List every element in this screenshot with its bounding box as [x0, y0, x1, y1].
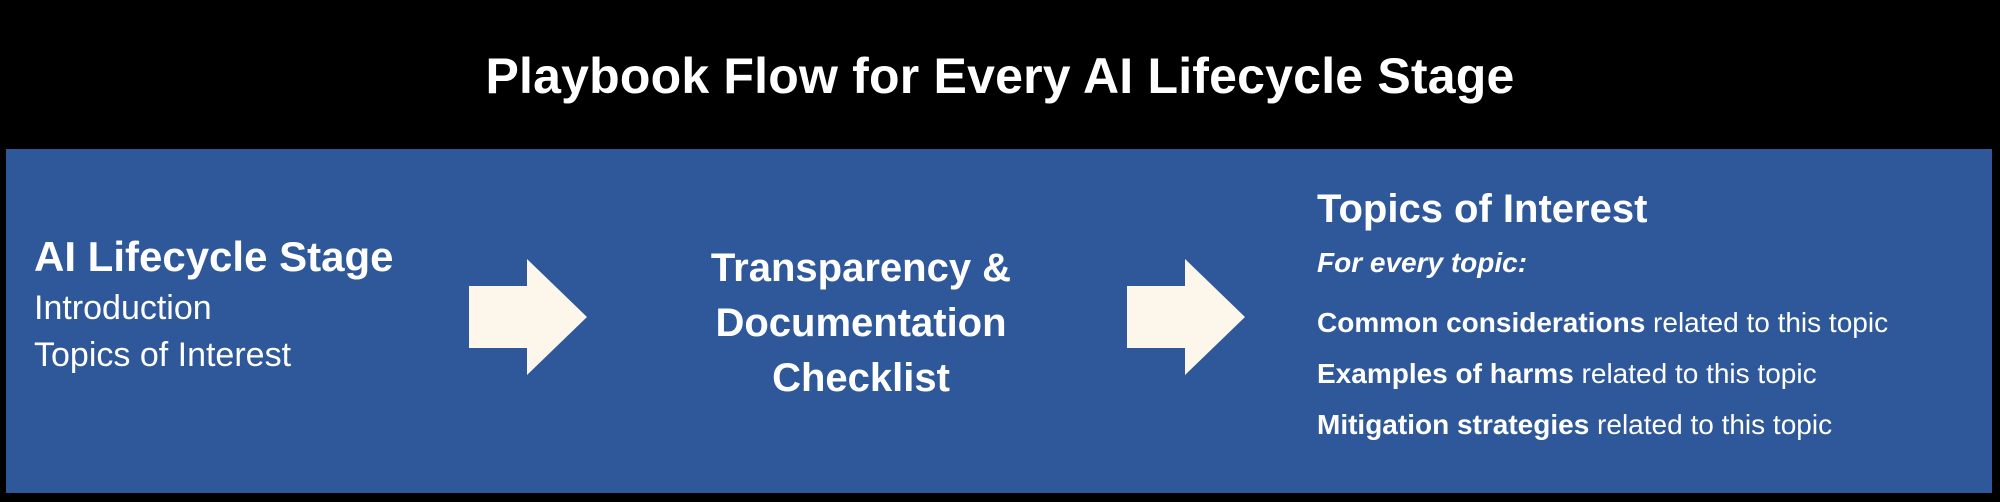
stage-item-introduction: Introduction [34, 289, 212, 327]
right-arrow-icon [1127, 259, 1245, 375]
topic-line-mitigation: Mitigation strategies related to this to… [1317, 399, 1888, 450]
lifecycle-stage-block: AI Lifecycle Stage Introduction Topics o… [34, 231, 393, 379]
topic-line-bold: Common considerations [1317, 307, 1646, 338]
page-title: Playbook Flow for Every AI Lifecycle Sta… [485, 48, 1515, 104]
topic-line-rest: related to this topic [1589, 409, 1833, 440]
stage-item-topics-of-interest: Topics of Interest [34, 336, 292, 374]
topic-line-bold: Examples of harms [1317, 358, 1574, 389]
topic-line-bold: Mitigation strategies [1317, 409, 1590, 440]
checklist-line: Transparency & [710, 246, 1012, 290]
flow-panel: AI Lifecycle Stage Introduction Topics o… [6, 149, 1992, 493]
topic-line-rest: related to this topic [1573, 358, 1817, 389]
checklist-line: Documentation [715, 301, 1007, 345]
topic-line-considerations: Common considerations related to this to… [1317, 297, 1888, 348]
right-arrow-icon [469, 259, 587, 375]
checklist-block: Transparency & Documentation Checklist [646, 241, 1076, 406]
topic-line-rest: related to this topic [1645, 307, 1889, 338]
header-bar: Playbook Flow for Every AI Lifecycle Sta… [0, 0, 2000, 148]
lifecycle-stage-title: AI Lifecycle Stage [34, 233, 394, 280]
topics-block: Topics of Interest For every topic: Comm… [1317, 183, 1888, 450]
topics-subtitle: For every topic: [1317, 247, 1528, 278]
topic-line-harms: Examples of harms related to this topic [1317, 348, 1888, 399]
topics-title: Topics of Interest [1317, 187, 1648, 231]
checklist-line: Checklist [772, 356, 950, 400]
